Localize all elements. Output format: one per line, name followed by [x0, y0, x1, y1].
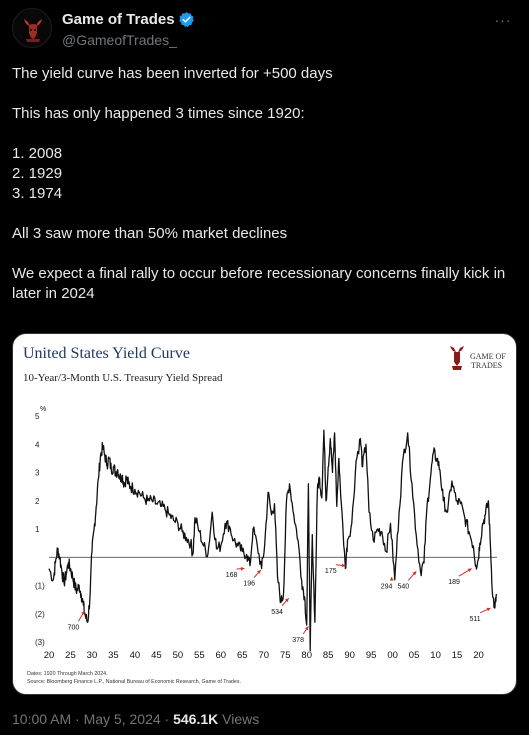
annotation-label: 700 — [68, 624, 80, 631]
logo-text-line2: TRADES — [471, 361, 502, 370]
more-dots-icon[interactable]: ··· — [494, 12, 512, 28]
annotation-label: 534 — [271, 609, 283, 616]
annotation-arrowhead — [257, 569, 261, 574]
tweet-header: Game of Trades @GameofTrades_ ··· — [12, 8, 517, 52]
annotation-label: 294 — [381, 583, 393, 590]
tweet-line: This has only happened 3 times since 192… — [12, 105, 305, 122]
views-count[interactable]: 546.1K — [173, 711, 219, 727]
x-tick-label: 05 — [409, 650, 420, 661]
annotation-arrowhead — [81, 610, 85, 615]
y-tick-label: (2) — [35, 610, 45, 619]
tweet-line: 2. 1929 — [12, 165, 63, 182]
y-tick-label: 5 — [35, 412, 40, 421]
tweet-line: All 3 saw more than 50% market declines — [12, 225, 288, 242]
footnote-dates: Dates: 1920 Through March 2024. — [27, 671, 108, 677]
annotation-arrowhead — [240, 566, 245, 571]
y-tick-label: 2 — [35, 497, 40, 506]
verified-badge-icon — [178, 12, 194, 28]
x-tick-label: 50 — [173, 650, 184, 661]
bull-logo-icon — [13, 9, 51, 47]
x-tick-label: 55 — [194, 650, 205, 661]
x-tick-label: 15 — [452, 650, 463, 661]
annotation-arrowhead — [389, 577, 394, 581]
blank-line — [12, 84, 517, 104]
tweet-meta: 10:00 AM · May 5, 2024 · 546.1K Views — [12, 711, 259, 727]
chart-title: United States Yield Curve — [23, 345, 190, 362]
logo: GAME OF TRADES — [450, 346, 506, 370]
logo-text-line1: GAME OF — [470, 352, 506, 361]
author-name-block: Game of Trades @GameofTrades_ — [62, 11, 195, 48]
author-handle[interactable]: @GameofTrades_ — [62, 32, 177, 48]
y-axis-ticks: 5 4 3 2 1 (1) (2) (3) — [35, 412, 45, 647]
x-tick-label: 70 — [258, 650, 269, 661]
display-name[interactable]: Game of Trades — [62, 11, 175, 29]
bull-logo-icon — [450, 346, 464, 370]
x-tick-label: 30 — [87, 650, 98, 661]
x-tick-label: 75 — [280, 650, 291, 661]
y-unit-label: % — [40, 406, 46, 413]
x-tick-label: 00 — [387, 650, 398, 661]
views-label: Views — [218, 711, 260, 727]
annotation-label: 189 — [448, 579, 460, 586]
annotation-label: 511 — [470, 616, 481, 623]
tweet-line: 3. 1974 — [12, 185, 63, 202]
annotation-label: 175 — [325, 568, 337, 575]
x-tick-label: 45 — [151, 650, 162, 661]
blank-line — [12, 124, 517, 144]
y-tick-label: (1) — [35, 582, 45, 591]
annotation-label: 168 — [226, 572, 238, 579]
avatar[interactable] — [12, 8, 52, 48]
x-tick-label: 85 — [323, 650, 334, 661]
annotation-arrowhead — [341, 563, 346, 568]
blank-line — [12, 244, 517, 264]
annotation-arrowhead — [284, 598, 289, 603]
annotation-arrowhead — [467, 568, 472, 572]
x-tick-label: 40 — [130, 650, 141, 661]
y-tick-label: 4 — [35, 440, 40, 449]
chart-subtitle: 10-Year/3-Month U.S. Treasury Yield Spre… — [23, 372, 223, 384]
blank-line — [12, 204, 517, 224]
annotation-arrowhead — [486, 607, 491, 612]
yield-spread-line — [48, 429, 498, 652]
x-tick-label: 65 — [237, 650, 248, 661]
x-tick-label: 25 — [65, 650, 76, 661]
x-tick-label: 80 — [301, 650, 312, 661]
annotation-label: 540 — [398, 583, 410, 590]
annotation-arrowhead — [412, 571, 417, 576]
x-tick-label: 20 — [473, 650, 484, 661]
x-tick-label: 10 — [430, 650, 441, 661]
x-tick-label: 35 — [108, 650, 119, 661]
y-tick-label: 3 — [35, 469, 40, 478]
x-tick-label: 90 — [344, 650, 355, 661]
x-tick-label: 95 — [366, 650, 377, 661]
y-tick-label: (3) — [35, 638, 45, 647]
footnote-source: Source: Bloomberg Finance L.P., National… — [27, 679, 241, 685]
tweet-line: The yield curve has been inverted for +5… — [12, 65, 333, 82]
y-tick-label: 1 — [35, 525, 40, 534]
yield-curve-chart: United States Yield Curve 10-Year/3-Mont… — [23, 345, 506, 685]
tweet-media-chart[interactable]: United States Yield Curve 10-Year/3-Mont… — [12, 333, 517, 695]
tweet-text: The yield curve has been inverted for +5… — [12, 64, 517, 304]
x-tick-label: 60 — [216, 650, 227, 661]
annotation-arrowhead — [304, 626, 309, 631]
x-tick-label: 20 — [44, 650, 55, 661]
timestamp[interactable]: 10:00 AM · May 5, 2024 · — [12, 711, 170, 727]
annotation-label: 378 — [292, 637, 304, 644]
x-axis-ticks: 20 25 30 35 40 45 50 55 60 65 70 75 80 85 90 95 00 05 10 15… — [44, 650, 484, 661]
tweet-line: We expect a final rally to occur before … — [12, 265, 506, 302]
chart-annotations: 700 168 196 534 378 175 294 540 189 511 — [68, 563, 491, 644]
tweet-line: 1. 2008 — [12, 145, 63, 162]
annotation-label: 196 — [243, 581, 255, 588]
